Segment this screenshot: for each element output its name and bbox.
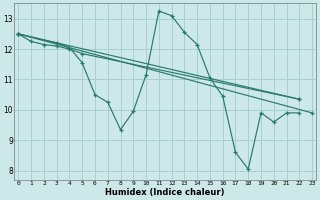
X-axis label: Humidex (Indice chaleur): Humidex (Indice chaleur) — [106, 188, 225, 197]
